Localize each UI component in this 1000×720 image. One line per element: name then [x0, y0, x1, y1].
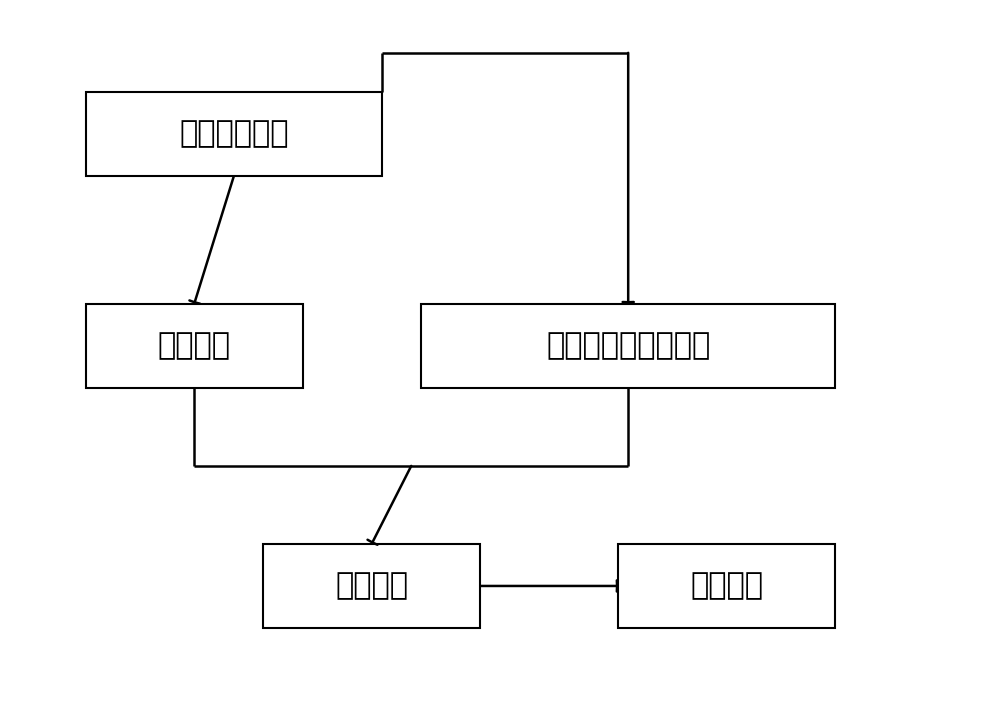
Text: 冷气冷却: 冷气冷却: [158, 331, 231, 361]
Text: 发出警报: 发出警报: [690, 572, 763, 600]
Text: 冷却介质流速自调节: 冷却介质流速自调节: [546, 331, 710, 361]
Bar: [86, 91, 382, 176]
Text: 气体释放: 气体释放: [335, 572, 408, 600]
Bar: [86, 304, 303, 388]
Bar: [618, 544, 835, 629]
Bar: [421, 304, 835, 388]
Text: 通入冷却介质: 通入冷却介质: [179, 120, 288, 148]
Bar: [263, 544, 480, 629]
